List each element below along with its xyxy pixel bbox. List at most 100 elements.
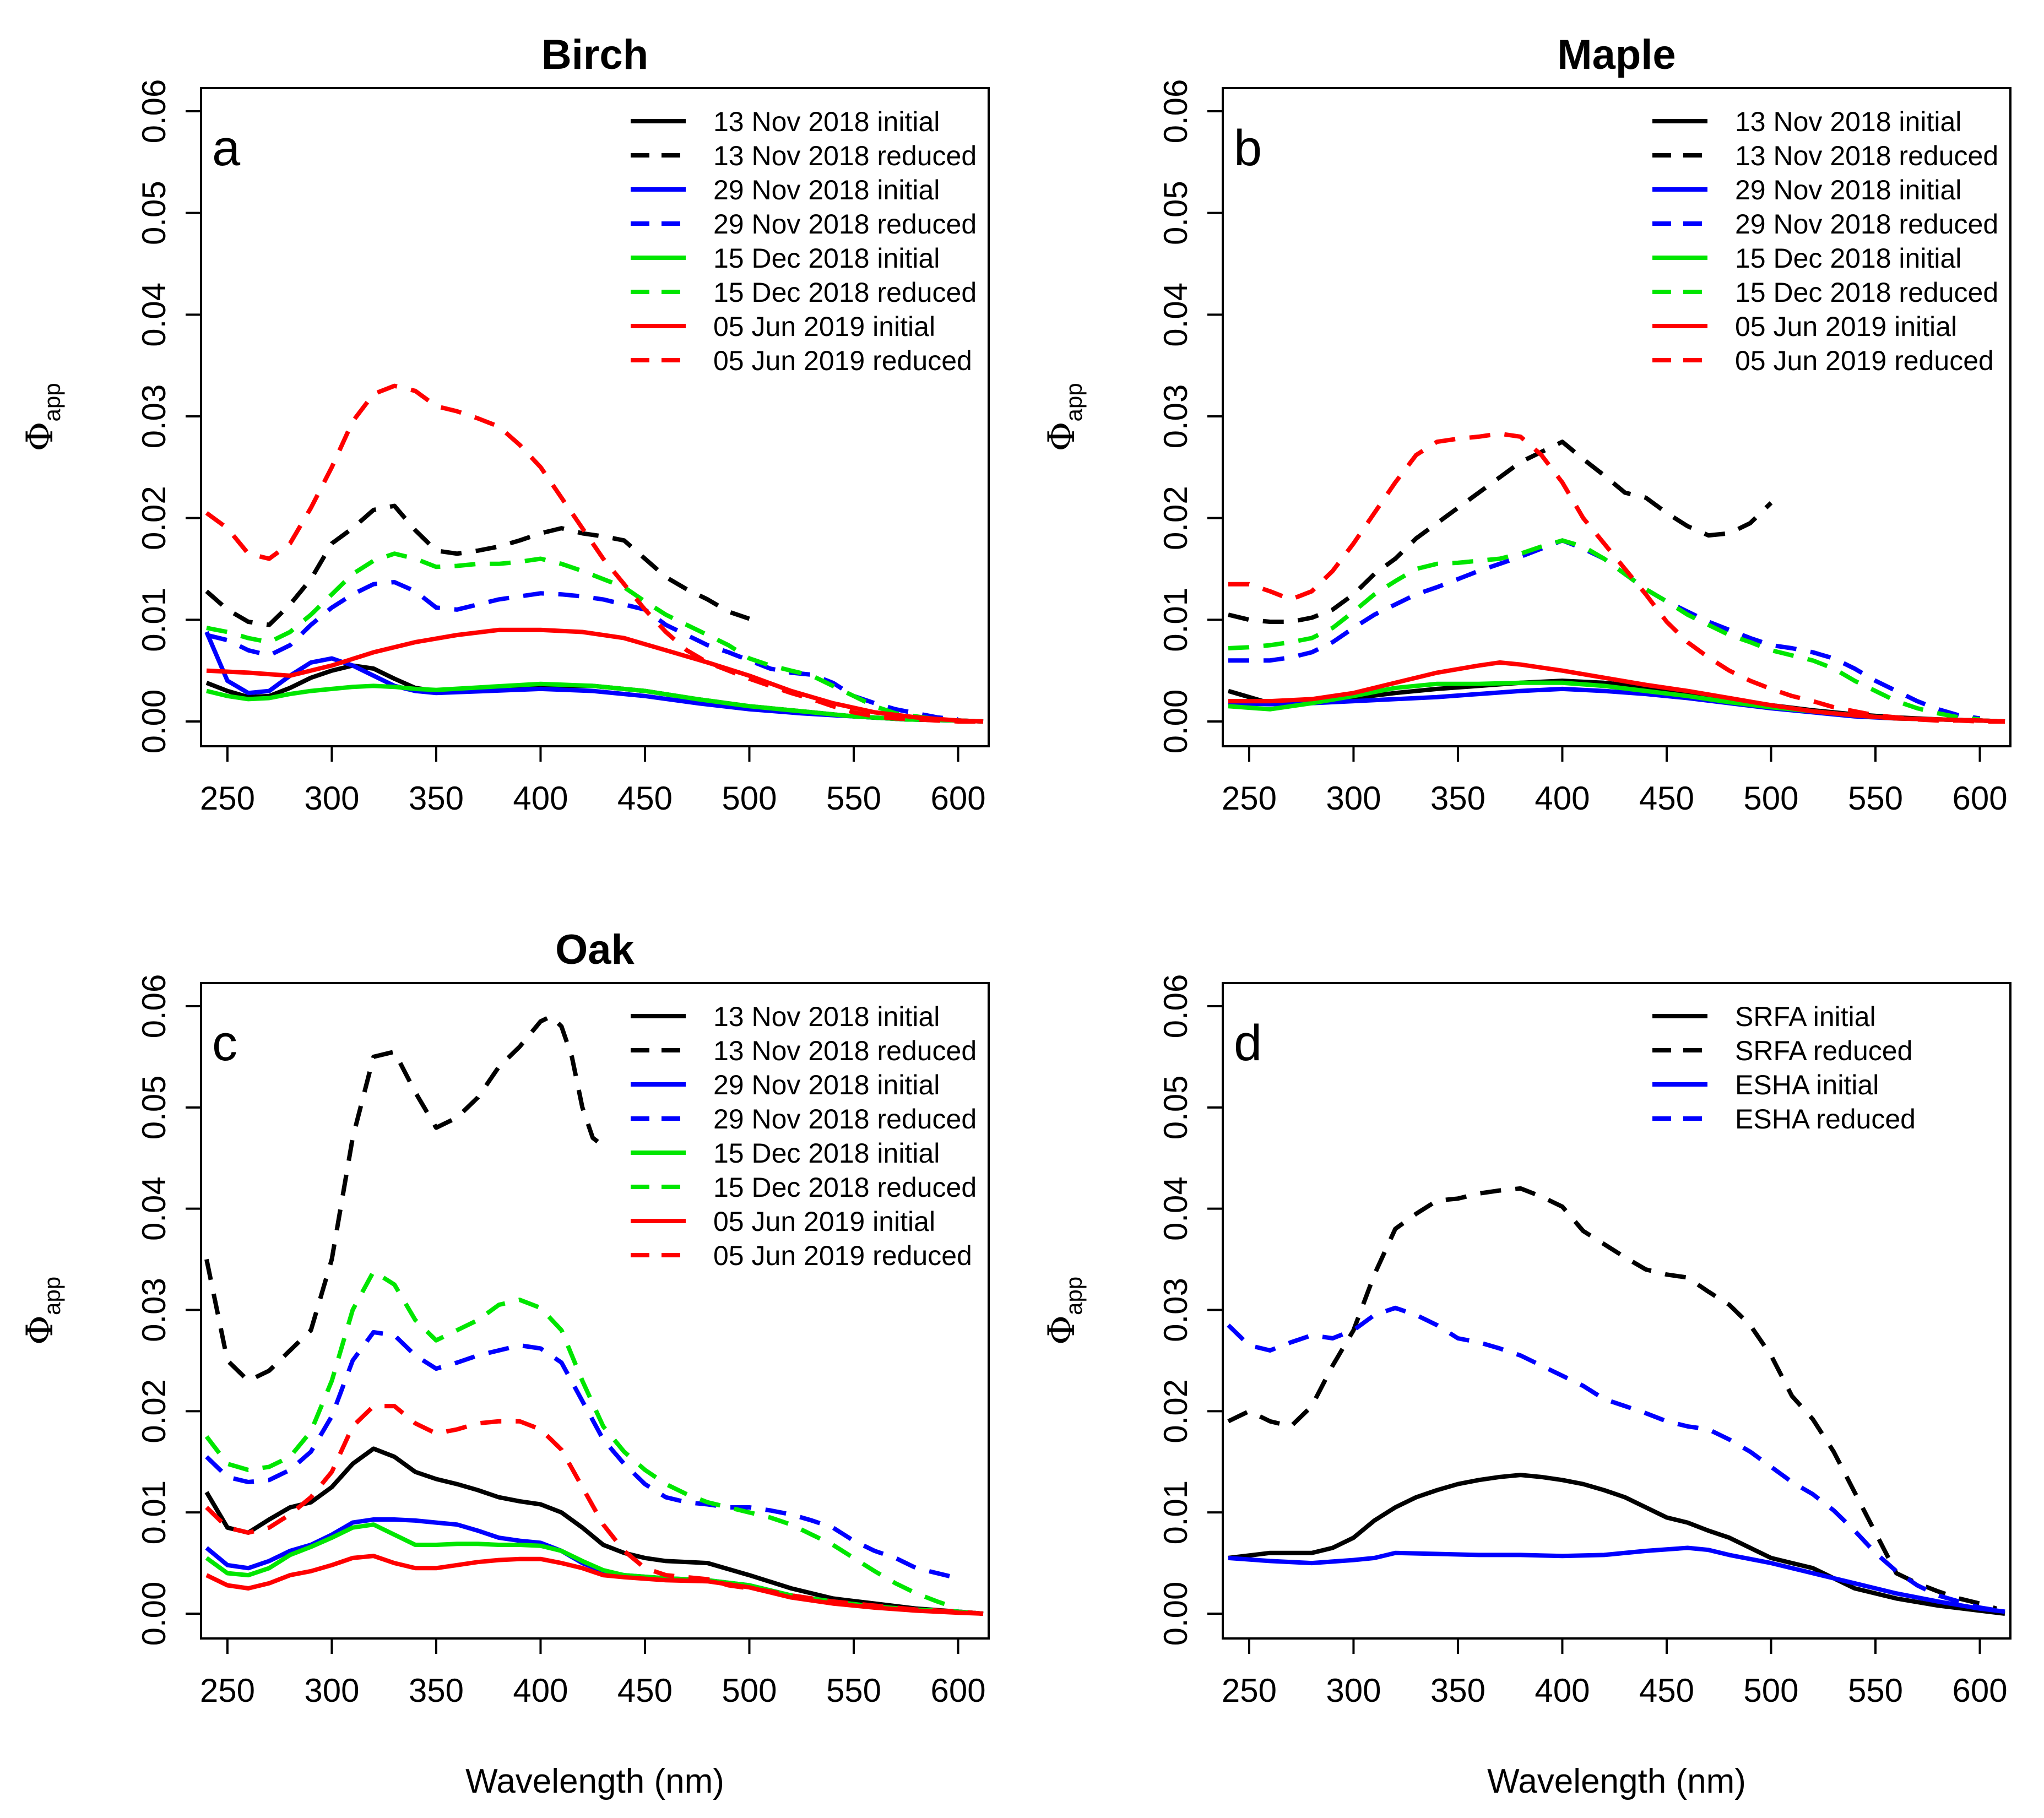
series-line-05-jun-2019-reduced [205, 383, 983, 724]
y-tick-label: 0.05 [135, 181, 172, 245]
y-tick-label: 0.05 [1157, 181, 1194, 245]
x-tick-label: 300 [1326, 1672, 1381, 1709]
series-line-29-nov-2018-initial [204, 631, 984, 724]
y-tick-label: 0.04 [135, 283, 172, 347]
x-tick-label: 250 [200, 780, 255, 817]
legend-label: 29 Nov 2018 initial [713, 1070, 940, 1100]
series-line-29-nov-2018-reduced [205, 1329, 959, 1581]
legend-label: 29 Nov 2018 initial [1735, 175, 1961, 205]
chart-title: Maple [1557, 31, 1676, 78]
y-tick-label: 0.04 [1157, 1176, 1194, 1241]
panel-letter: d [1234, 1015, 1262, 1071]
y-tick-label: 0.01 [1157, 588, 1194, 652]
x-tick-label: 300 [304, 1672, 359, 1709]
y-tick-label: 0.03 [1157, 384, 1194, 449]
y-axis-label: Φapp [19, 1277, 65, 1345]
legend-label: 13 Nov 2018 initial [713, 1001, 940, 1032]
legend-label: 13 Nov 2018 initial [713, 106, 940, 137]
x-tick-label: 350 [409, 1672, 464, 1709]
panel-letter: c [212, 1015, 237, 1071]
x-tick-label: 450 [617, 780, 673, 817]
series-line-15-dec-2018-reduced [204, 1269, 959, 1611]
x-tick-label: 550 [1848, 1672, 1903, 1709]
series-line-15-dec-2018-initial [206, 681, 984, 724]
series-line-15-dec-2018-reduced [1228, 538, 1980, 722]
series-line-05-jun-2019-reduced [1228, 431, 2005, 724]
x-tick-label: 500 [1743, 1672, 1798, 1709]
x-tick-label: 550 [1848, 780, 1903, 817]
legend-label: 29 Nov 2018 reduced [713, 209, 977, 240]
series-line-13-nov-2018-reduced [1228, 439, 1773, 624]
chart-title: Oak [555, 926, 635, 973]
x-tick-label: 300 [1326, 780, 1381, 817]
x-tick-label: 350 [409, 780, 464, 817]
legend-label: 15 Dec 2018 initial [713, 243, 940, 274]
x-tick-label: 250 [1222, 1672, 1277, 1709]
legend-label: ESHA reduced [1735, 1104, 1916, 1135]
series-line-13-nov-2018-reduced [205, 503, 750, 627]
y-tick-label: 0.03 [135, 384, 172, 449]
y-tick-label: 0.01 [135, 588, 172, 652]
legend-label: 15 Dec 2018 reduced [713, 277, 977, 308]
series-line-13-nov-2018-initial [204, 1446, 984, 1616]
panel-letter: b [1234, 120, 1262, 176]
y-tick-label: 0.02 [135, 1379, 172, 1443]
y-tick-label: 0.06 [1157, 79, 1194, 144]
y-axis-label: Φapp [19, 383, 65, 451]
x-tick-label: 550 [826, 1672, 881, 1709]
x-tick-label: 450 [1639, 1672, 1694, 1709]
x-tick-label: 400 [513, 780, 568, 817]
x-axis-label: Wavelength (nm) [1487, 1762, 1746, 1800]
legend-label: 13 Nov 2018 reduced [713, 140, 977, 171]
legend-label: SRFA reduced [1735, 1035, 1912, 1066]
legend-label: 15 Dec 2018 reduced [1735, 277, 1998, 308]
y-tick-label: 0.04 [135, 1176, 172, 1241]
panel-letter: a [212, 120, 241, 176]
panel-a: Birch a 250 300 350 400 450 500 550 600 0.00 0.01 0.… [19, 31, 990, 817]
x-tick-label: 600 [1952, 780, 2007, 817]
series-line-esha-reduced [1227, 1305, 2005, 1614]
legend-label: 05 Jun 2019 reduced [713, 1240, 972, 1271]
x-tick-label: 350 [1430, 1672, 1485, 1709]
legend-label: 13 Nov 2018 initial [1735, 106, 1961, 137]
legend-label: 05 Jun 2019 initial [713, 1206, 935, 1237]
legend-label: 13 Nov 2018 reduced [713, 1035, 977, 1066]
legend-label: 15 Dec 2018 initial [713, 1138, 940, 1169]
x-tick-label: 500 [722, 780, 777, 817]
legend-label: 15 Dec 2018 initial [1735, 243, 1961, 274]
series-line-15-dec-2018-reduced [206, 551, 958, 723]
series-line-13-nov-2018-reduced [204, 1014, 605, 1383]
legend-label: 05 Jun 2019 initial [1735, 311, 1957, 342]
legend-label: SRFA initial [1735, 1001, 1876, 1032]
x-tick-label: 550 [826, 780, 881, 817]
chart-title: Birch [541, 31, 648, 78]
y-tick-label: 0.00 [135, 1582, 172, 1646]
legend-label: 29 Nov 2018 initial [713, 175, 940, 205]
x-tick-label: 600 [930, 1672, 985, 1709]
panel-c: Oak c 250 300 350 400 450 500 550 600 0.00 0.01 0.02… [19, 926, 990, 1800]
series-line-05-jun-2019-reduced [205, 1404, 984, 1616]
y-tick-label: 0.06 [1157, 974, 1194, 1039]
series-line-05-jun-2019-initial [1228, 660, 2005, 724]
series-line-esha-initial [1228, 1545, 2005, 1614]
legend-label: 05 Jun 2019 initial [713, 311, 935, 342]
legend-label: 13 Nov 2018 reduced [1735, 140, 1998, 171]
panel-d: d 250 300 350 400 450 500 550 600 0.00 0.01 0.02 0.0… [1040, 974, 2012, 1800]
x-tick-label: 600 [1952, 1672, 2007, 1709]
x-tick-label: 400 [1535, 780, 1590, 817]
legend-label: ESHA initial [1735, 1070, 1879, 1100]
legend-label: 05 Jun 2019 reduced [1735, 345, 1994, 376]
y-tick-label: 0.00 [1157, 1582, 1194, 1646]
x-tick-label: 450 [617, 1672, 673, 1709]
plot-frame [1222, 982, 2012, 1640]
y-tick-label: 0.05 [135, 1075, 172, 1139]
legend-label: 29 Nov 2018 reduced [1735, 209, 1998, 240]
legend-label: 15 Dec 2018 reduced [713, 1172, 977, 1203]
y-tick-label: 0.06 [135, 974, 172, 1039]
x-tick-label: 500 [1743, 780, 1798, 817]
series-line-05-jun-2019-initial [206, 627, 984, 724]
y-axis-label: Φapp [1040, 1277, 1087, 1345]
x-tick-label: 350 [1430, 780, 1485, 817]
x-tick-label: 300 [304, 780, 359, 817]
